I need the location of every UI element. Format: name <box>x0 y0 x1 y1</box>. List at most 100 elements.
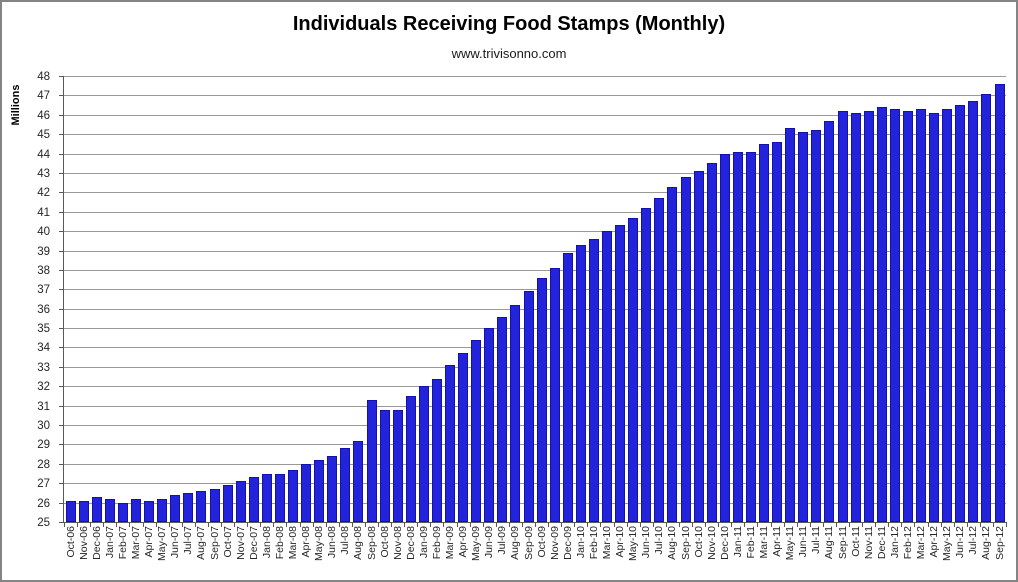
x-axis-tick <box>378 522 379 527</box>
y-axis-tick <box>59 289 64 290</box>
x-axis-tick <box>835 522 837 527</box>
bar <box>981 93 992 522</box>
bar <box>510 304 521 522</box>
bar <box>549 268 560 522</box>
x-axis-tick <box>901 522 903 527</box>
gridline <box>64 134 1006 135</box>
x-axis-tick <box>744 522 746 527</box>
y-tick-label: 41 <box>37 207 50 219</box>
x-axis-tick <box>521 522 523 527</box>
y-tick-label: 43 <box>37 168 50 180</box>
x-axis-tick <box>678 522 680 527</box>
x-tick-label: May-11 <box>784 526 797 561</box>
x-tick-label: Feb-08 <box>273 526 286 560</box>
y-tick-label: 35 <box>37 323 50 335</box>
x-axis-tick <box>508 522 510 527</box>
x-tick-label: May-10 <box>627 526 640 562</box>
bar <box>288 469 298 522</box>
x-axis-tick <box>626 522 628 527</box>
gridline <box>64 425 1006 426</box>
y-tick-label: 30 <box>37 420 50 432</box>
bar <box>418 386 429 522</box>
x-tick-label: Mar-11 <box>758 526 770 559</box>
x-tick-label: May-09 <box>470 526 483 562</box>
y-axis-tick <box>59 406 64 407</box>
y-axis-tick <box>59 425 64 426</box>
x-tick-label: Dec-07 <box>247 526 260 560</box>
bar <box>889 109 900 522</box>
gridline <box>64 231 1006 232</box>
y-axis-tick <box>59 115 64 116</box>
x-tick-label: Oct-08 <box>378 526 391 558</box>
bar <box>431 378 442 522</box>
bar <box>405 396 416 522</box>
gridline <box>64 192 1006 193</box>
x-axis-tick <box>482 522 484 527</box>
gridline <box>64 406 1006 407</box>
y-axis-tick <box>59 154 64 155</box>
x-axis-tick <box>207 522 209 527</box>
y-tick-label: 46 <box>37 110 50 122</box>
x-axis-tick <box>783 522 785 527</box>
x-axis-tick <box>116 522 118 527</box>
x-axis-tick <box>260 522 262 527</box>
x-tick-label: Aug-07 <box>195 526 208 560</box>
y-tick-label: 48 <box>37 71 50 83</box>
x-axis-tick <box>286 522 288 527</box>
bar <box>261 473 272 522</box>
x-axis-tick <box>273 522 275 527</box>
x-tick-label: Apr-08 <box>300 526 312 558</box>
y-axis-tick <box>59 367 64 368</box>
bar <box>274 473 285 522</box>
x-axis-tick <box>796 522 798 527</box>
x-tick-label: Sep-10 <box>679 526 692 560</box>
x-axis-tick <box>194 522 196 527</box>
bar <box>850 112 861 522</box>
x-axis-tick <box>129 522 131 527</box>
x-tick-label: Mar-09 <box>444 526 456 560</box>
y-axis-tick <box>59 134 64 135</box>
bar <box>458 353 468 522</box>
x-tick-label: Apr-09 <box>457 526 469 558</box>
x-axis-tick <box>535 522 536 527</box>
x-tick-label: Dec-06 <box>90 526 103 560</box>
x-axis-tick <box>495 522 497 527</box>
x-tick-label: Aug-11 <box>823 526 836 560</box>
bar <box>366 399 377 522</box>
bar <box>588 238 599 522</box>
bar <box>811 130 822 522</box>
y-tick-label: 38 <box>37 265 50 277</box>
x-axis-tick <box>705 522 707 527</box>
x-axis-tick <box>600 522 602 527</box>
x-axis-tick <box>966 522 968 527</box>
x-axis-tick <box>64 522 65 527</box>
x-axis-tick <box>443 522 445 527</box>
x-tick-label: Nov-10 <box>705 526 718 560</box>
x-axis-tick <box>940 522 942 527</box>
bar <box>732 151 743 522</box>
y-tick-label: 36 <box>37 304 50 316</box>
x-axis-tick <box>77 522 79 527</box>
y-tick-label: 34 <box>37 342 50 354</box>
y-tick-label: 25 <box>37 517 50 529</box>
bar <box>353 440 364 522</box>
x-tick-label: Jan-11 <box>731 526 744 558</box>
x-axis-tick <box>561 522 563 527</box>
gridline <box>64 367 1006 368</box>
x-axis-tick <box>548 522 550 527</box>
bar <box>222 485 233 522</box>
bar <box>327 456 338 522</box>
y-tick-label: 26 <box>37 498 50 510</box>
x-axis-tick <box>639 522 641 527</box>
y-tick-label: 47 <box>37 90 50 102</box>
bar <box>78 500 89 522</box>
x-tick-label: Jun-12 <box>954 526 967 559</box>
bar <box>314 459 325 522</box>
bar <box>471 339 482 522</box>
x-axis-tick <box>155 522 157 527</box>
x-axis-line <box>63 522 1006 523</box>
bar <box>445 364 455 522</box>
y-tick-label: 28 <box>37 459 50 471</box>
x-tick-label: Jan-07 <box>103 526 116 559</box>
x-axis-tick <box>312 522 314 527</box>
